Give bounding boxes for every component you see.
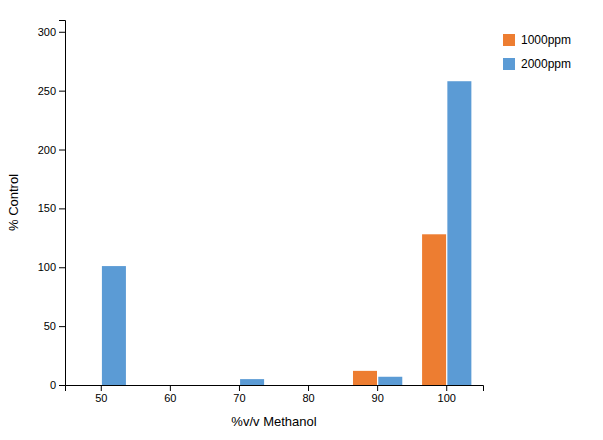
tick-label: 100 [438, 392, 456, 404]
bar [171, 385, 195, 386]
tick: 50 [44, 320, 65, 332]
tick-mark [170, 385, 171, 391]
tick-label: 70 [233, 392, 245, 404]
bars [102, 81, 471, 385]
tick-label: 0 [50, 379, 56, 391]
bar [102, 266, 126, 385]
tick-label: 200 [38, 144, 56, 156]
tick: 100 [38, 261, 65, 273]
tick: 0 [50, 379, 65, 391]
tick: 250 [38, 85, 65, 97]
tick: 60 [164, 385, 176, 404]
chart: 50 60 70 80 90 100 0 50 100 150 200 250 300 %v/v Meth… [0, 0, 603, 440]
legend-label: 2000ppm [521, 57, 571, 71]
bar [378, 377, 402, 385]
bar [240, 379, 264, 385]
legend-item: 1000ppm [503, 33, 571, 47]
tick-mark [59, 326, 65, 327]
tick: 80 [302, 385, 314, 404]
y-axis-title: % Control [6, 174, 21, 231]
tick-mark [239, 385, 240, 391]
legend-swatch [503, 58, 515, 70]
tick-label: 90 [372, 392, 384, 404]
tick-mark [59, 91, 65, 92]
tick-mark [59, 32, 65, 33]
tick: 70 [233, 385, 245, 404]
legend-swatch [503, 34, 515, 46]
tick-mark [59, 385, 65, 386]
tick-label: 300 [38, 26, 56, 38]
tick-mark [59, 267, 65, 268]
tick: 100 [438, 385, 456, 404]
tick-mark [59, 208, 65, 209]
tick-label: 80 [302, 392, 314, 404]
tick-mark [59, 150, 65, 151]
legend-item: 2000ppm [503, 57, 571, 71]
axis-line [66, 386, 484, 392]
bar [146, 385, 170, 386]
tick-label: 250 [38, 85, 56, 97]
tick-label: 150 [38, 202, 56, 214]
tick: 200 [38, 144, 65, 156]
tick-mark [377, 385, 378, 391]
tick-label: 100 [38, 261, 56, 273]
legend: 1000ppm 2000ppm [503, 33, 571, 71]
plot: 50 60 70 80 90 100 0 50 100 150 200 250 300 [38, 21, 484, 404]
tick-label: 60 [164, 392, 176, 404]
axis-line [59, 21, 66, 386]
bar [447, 81, 471, 385]
bar [77, 385, 101, 386]
tick: 50 [95, 385, 107, 404]
y-axis: 0 50 100 150 200 250 300 [38, 21, 66, 392]
tick-mark [308, 385, 309, 391]
bar [309, 385, 333, 386]
bar [215, 385, 239, 386]
bar-series [353, 234, 446, 385]
bar [353, 371, 377, 385]
tick-label: 50 [44, 320, 56, 332]
legend-label: 1000ppm [521, 33, 571, 47]
bar [284, 385, 308, 386]
x-axis: 50 60 70 80 90 100 [66, 385, 484, 404]
tick: 90 [372, 385, 384, 404]
tick: 300 [38, 26, 65, 38]
bar [422, 234, 446, 385]
x-axis-title: %v/v Methanol [231, 414, 316, 429]
tick: 150 [38, 202, 65, 214]
tick-mark [446, 385, 447, 391]
bar-series [102, 81, 471, 385]
tick-label: 50 [95, 392, 107, 404]
tick-mark [101, 385, 102, 391]
